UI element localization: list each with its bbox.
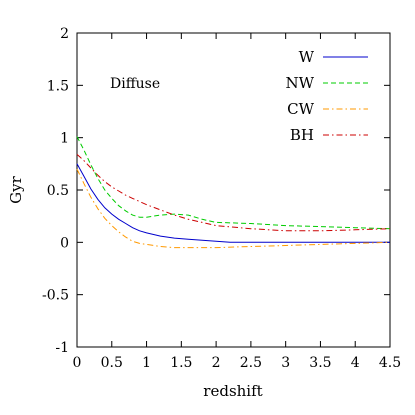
y-tick-label: 1	[60, 131, 69, 147]
y-tick-label: 0	[60, 235, 69, 251]
series-line-bh	[76, 154, 391, 232]
x-tick-label: 3.5	[309, 355, 331, 371]
series-line-nw	[76, 136, 391, 230]
x-axis-label: redshift	[203, 382, 262, 400]
y-axis-label: Gyr	[7, 175, 25, 203]
y-tick-label: 2	[60, 26, 69, 42]
legend-label-cw: CW	[287, 100, 314, 118]
series-lines	[76, 136, 391, 249]
x-tick-label: 0	[73, 355, 82, 371]
legend-label-nw: NW	[285, 74, 314, 92]
x-tick-label: 3	[281, 355, 290, 371]
legend-label-bh: BH	[290, 126, 314, 144]
series-line-w	[76, 163, 390, 243]
x-tick-label: 4.5	[379, 355, 401, 371]
y-axis-ticks: -1 -0.5 0 0.5 1 1.5 2	[42, 26, 390, 356]
x-tick-label: 2.5	[240, 355, 262, 371]
legend-label-w: W	[299, 48, 315, 66]
x-tick-label: 0.5	[101, 355, 123, 371]
x-tick-label: 2	[212, 355, 221, 371]
diffuse-annotation: Diffuse	[110, 76, 160, 92]
x-tick-label: 4	[351, 355, 360, 371]
series-line-cw	[76, 168, 391, 249]
x-tick-label: 1	[142, 355, 151, 371]
y-tick-label: 0.5	[47, 183, 69, 199]
y-tick-label: -1	[55, 340, 69, 356]
y-tick-label: -0.5	[42, 288, 69, 304]
x-tick-label: 1.5	[170, 355, 192, 371]
legend: W NW CW BH	[285, 48, 368, 144]
x-axis-ticks: 0 0.5 1 1.5 2 2.5 3 3.5 4 4.5	[73, 33, 401, 371]
y-tick-label: 1.5	[47, 78, 69, 94]
